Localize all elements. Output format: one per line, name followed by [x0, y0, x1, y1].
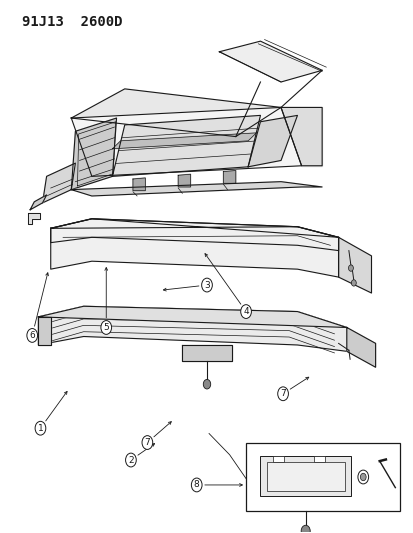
FancyBboxPatch shape [272, 456, 284, 462]
Circle shape [277, 387, 288, 401]
Polygon shape [71, 89, 280, 136]
FancyBboxPatch shape [313, 456, 325, 462]
Polygon shape [51, 219, 338, 251]
FancyBboxPatch shape [245, 442, 399, 512]
Polygon shape [71, 118, 116, 190]
FancyBboxPatch shape [260, 456, 350, 496]
Polygon shape [30, 195, 47, 210]
Circle shape [125, 453, 136, 467]
Polygon shape [112, 115, 260, 176]
Text: 5: 5 [103, 323, 109, 332]
Polygon shape [28, 214, 40, 224]
Polygon shape [133, 178, 145, 191]
Polygon shape [182, 345, 231, 361]
Text: 3: 3 [204, 280, 209, 289]
Circle shape [201, 278, 212, 292]
Polygon shape [178, 174, 190, 187]
Circle shape [359, 473, 365, 481]
Text: 7: 7 [280, 389, 285, 398]
Polygon shape [71, 108, 301, 176]
Circle shape [351, 280, 356, 286]
Circle shape [35, 421, 46, 435]
Polygon shape [43, 163, 75, 203]
Polygon shape [112, 133, 256, 149]
Text: 2: 2 [128, 456, 133, 465]
Text: 6: 6 [29, 331, 35, 340]
Text: 7: 7 [144, 438, 150, 447]
Polygon shape [219, 41, 321, 82]
Polygon shape [247, 115, 297, 167]
Circle shape [27, 328, 38, 342]
Text: 1: 1 [38, 424, 43, 433]
Polygon shape [280, 108, 321, 166]
Polygon shape [51, 219, 338, 277]
Polygon shape [338, 237, 370, 293]
Polygon shape [38, 317, 51, 345]
Polygon shape [346, 327, 375, 367]
Circle shape [101, 320, 112, 334]
FancyBboxPatch shape [266, 462, 344, 491]
Circle shape [348, 265, 353, 271]
Circle shape [240, 305, 251, 318]
Text: 8: 8 [193, 480, 199, 489]
Circle shape [203, 379, 210, 389]
Polygon shape [38, 306, 346, 327]
Text: 4: 4 [243, 307, 248, 316]
Text: 91J13  2600D: 91J13 2600D [22, 14, 122, 29]
Polygon shape [223, 171, 235, 183]
Polygon shape [38, 306, 346, 351]
Polygon shape [51, 219, 338, 237]
Circle shape [142, 435, 152, 449]
Polygon shape [71, 182, 321, 196]
Circle shape [191, 478, 202, 492]
Circle shape [300, 525, 309, 533]
